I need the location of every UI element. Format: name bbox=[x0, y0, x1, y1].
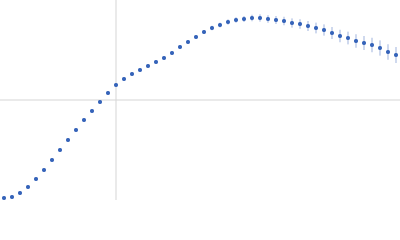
point bbox=[42, 168, 46, 172]
point bbox=[218, 23, 222, 27]
point bbox=[386, 50, 390, 54]
point bbox=[346, 36, 350, 40]
point bbox=[66, 138, 70, 142]
point bbox=[202, 30, 206, 34]
point bbox=[138, 68, 142, 72]
point bbox=[194, 35, 198, 39]
point bbox=[34, 177, 38, 181]
point bbox=[130, 72, 134, 76]
point bbox=[250, 16, 254, 20]
point bbox=[306, 24, 310, 28]
point bbox=[50, 158, 54, 162]
point bbox=[242, 17, 246, 21]
point bbox=[354, 39, 358, 43]
point bbox=[162, 56, 166, 60]
point bbox=[186, 40, 190, 44]
point bbox=[90, 109, 94, 113]
point bbox=[394, 53, 398, 57]
chart bbox=[0, 0, 400, 200]
point bbox=[314, 26, 318, 30]
point bbox=[298, 22, 302, 26]
point bbox=[26, 185, 30, 189]
point bbox=[290, 21, 294, 25]
point bbox=[10, 195, 14, 199]
point bbox=[82, 118, 86, 122]
point bbox=[122, 77, 126, 81]
point bbox=[378, 46, 382, 50]
point bbox=[362, 41, 366, 45]
point bbox=[74, 128, 78, 132]
point bbox=[370, 43, 374, 47]
point bbox=[322, 28, 326, 32]
point bbox=[234, 18, 238, 22]
point bbox=[338, 34, 342, 38]
point bbox=[282, 19, 286, 23]
point bbox=[258, 16, 262, 20]
point bbox=[266, 17, 270, 21]
point bbox=[274, 18, 278, 22]
point bbox=[210, 26, 214, 30]
point bbox=[178, 45, 182, 49]
point bbox=[2, 196, 6, 200]
point bbox=[98, 100, 102, 104]
point bbox=[330, 31, 334, 35]
point bbox=[226, 20, 230, 24]
point bbox=[106, 91, 110, 95]
point bbox=[146, 64, 150, 68]
point bbox=[154, 60, 158, 64]
point bbox=[58, 148, 62, 152]
point bbox=[170, 51, 174, 55]
point bbox=[114, 83, 118, 87]
point bbox=[18, 191, 22, 195]
